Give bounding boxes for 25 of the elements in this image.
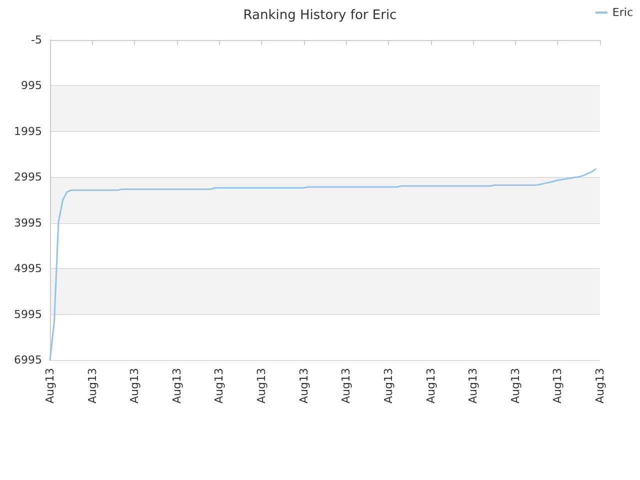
x-tick-label: Aug13 [551, 368, 564, 404]
chart-title: Ranking History for Eric [243, 8, 397, 23]
x-tick-label: Aug13 [382, 368, 395, 404]
x-tick-label: Aug13 [128, 368, 142, 404]
x-tick-label: Aug13 [340, 368, 353, 404]
x-tick-label: Aug13 [594, 368, 606, 404]
y-tick-label: 2995 [14, 170, 42, 184]
x-tick-label: Aug13 [86, 368, 99, 404]
y-tick-label: 6995 [14, 354, 42, 366]
y-tick-label: 995 [21, 79, 42, 92]
y-tick-label: 4995 [14, 262, 42, 276]
x-tick-label: Aug13 [44, 368, 56, 404]
y-tick-label: 5995 [14, 308, 42, 321]
y-tick-label: 3995 [14, 216, 42, 230]
x-tick-label: Aug13 [170, 368, 184, 404]
x-tick-label: Aug13 [212, 368, 226, 404]
y-tick-label: 1995 [14, 124, 42, 138]
x-tick-label: Aug13 [297, 368, 310, 404]
x-tick-label: Aug13 [255, 368, 268, 404]
legend-label: Eric [612, 6, 633, 19]
y-tick-label: -5 [31, 34, 42, 46]
line-series [49, 168, 597, 361]
x-tick-label: Aug13 [424, 368, 438, 404]
x-tick-label: Aug13 [466, 368, 480, 404]
x-tick-label: Aug13 [508, 368, 522, 404]
